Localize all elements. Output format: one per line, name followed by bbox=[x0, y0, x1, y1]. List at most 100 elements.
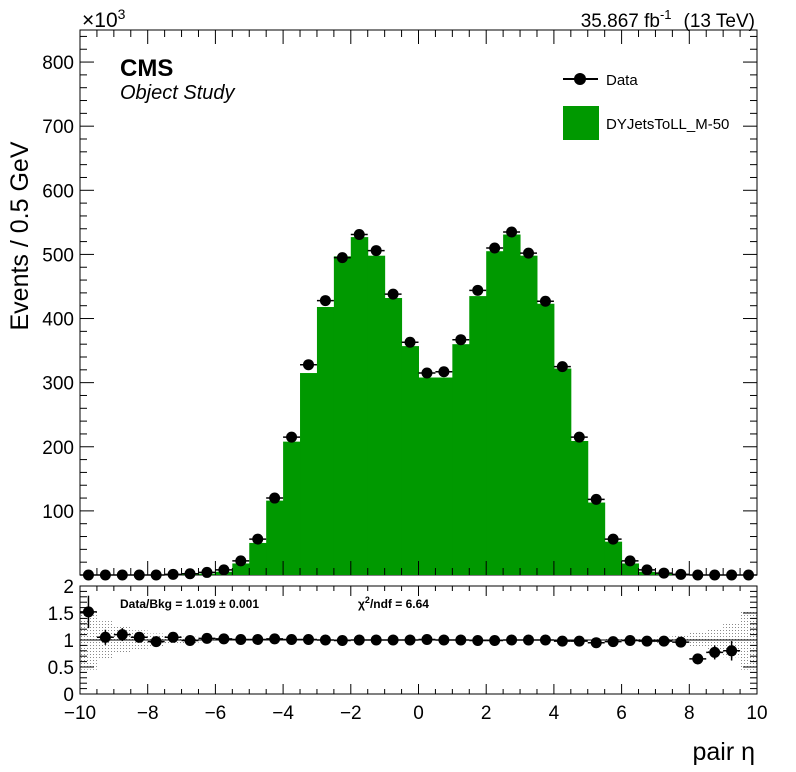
data-point bbox=[336, 252, 348, 264]
data-point bbox=[472, 284, 484, 296]
data-point bbox=[590, 493, 602, 505]
mc-bar bbox=[553, 368, 572, 575]
ratio-y-tick-label: 1.5 bbox=[48, 604, 74, 625]
ratio-point bbox=[353, 634, 365, 646]
ratio-point bbox=[421, 633, 433, 645]
ratio-point bbox=[641, 635, 653, 647]
legend-mc-label: DYJetsToLL_M-50 bbox=[606, 116, 729, 133]
y-exponent-label: ×103 bbox=[82, 6, 126, 32]
ratio-point bbox=[573, 635, 585, 647]
main-axes: 100 200 300 400 500 600 700 800 bbox=[42, 30, 758, 576]
x-tick-label: 0 bbox=[413, 703, 424, 724]
data-point bbox=[319, 295, 331, 307]
lumi-label: 35.867 fb-1 (13 TeV) bbox=[581, 7, 755, 32]
y-tick-label: 500 bbox=[42, 245, 74, 266]
y-tick-label: 200 bbox=[42, 438, 74, 459]
ratio-point bbox=[319, 634, 331, 646]
ratio-y-tick-label: 0.5 bbox=[48, 658, 74, 679]
chi2-label: χ2/ndf = 6.64 bbox=[358, 595, 429, 611]
x-tick-label: 4 bbox=[549, 703, 560, 724]
mc-bar bbox=[570, 440, 589, 575]
data-point bbox=[286, 431, 298, 443]
x-tick-label: 10 bbox=[746, 703, 767, 724]
mc-bar bbox=[469, 296, 487, 575]
cms-label: CMS bbox=[120, 55, 173, 82]
y-tick-label: 800 bbox=[42, 53, 74, 74]
data-point bbox=[116, 569, 128, 581]
main-panel: 100 200 300 400 500 600 700 800 bbox=[42, 29, 758, 581]
y-tick-label: 100 bbox=[42, 502, 74, 523]
ratio-point bbox=[675, 636, 687, 648]
ratio-point bbox=[201, 632, 213, 644]
ratio-point bbox=[726, 645, 738, 657]
data-point bbox=[184, 568, 196, 580]
data-point bbox=[607, 533, 619, 545]
data-point bbox=[201, 566, 213, 578]
mc-bar bbox=[435, 377, 453, 575]
x-tick-label: −8 bbox=[137, 703, 159, 724]
mc-bar bbox=[283, 441, 301, 575]
ratio-point bbox=[438, 634, 450, 646]
ratio-point bbox=[590, 637, 602, 649]
mc-bar bbox=[350, 237, 369, 575]
data-point bbox=[726, 569, 738, 581]
mc-bar bbox=[520, 255, 538, 575]
x-tick-label: −4 bbox=[272, 703, 294, 724]
ratio-point bbox=[252, 633, 264, 645]
mc-bar bbox=[300, 373, 318, 575]
y-tick-label: 400 bbox=[42, 310, 74, 331]
x-tick-label: −10 bbox=[64, 703, 96, 724]
data-point bbox=[675, 568, 687, 580]
data-point bbox=[523, 247, 535, 259]
mc-bar bbox=[333, 256, 352, 575]
ratio-point bbox=[658, 635, 670, 647]
data-point bbox=[99, 569, 111, 581]
data-point bbox=[252, 533, 264, 545]
ratio-point bbox=[709, 646, 721, 658]
y-axis-title: Events / 0.5 GeV bbox=[6, 141, 34, 330]
legend-data-label: Data bbox=[606, 72, 638, 89]
legend: Data DYJetsToLL_M-50 bbox=[563, 72, 729, 140]
data-bkg-ratio-label: Data/Bkg = 1.019 ± 0.001 bbox=[120, 597, 259, 611]
x-tick-label: −6 bbox=[205, 703, 227, 724]
mc-bar bbox=[367, 255, 386, 575]
mc-bar bbox=[249, 542, 267, 575]
ratio-point bbox=[133, 631, 145, 643]
data-point bbox=[269, 492, 281, 504]
data-point bbox=[641, 564, 653, 576]
ratio-point bbox=[99, 631, 111, 643]
data-point bbox=[556, 361, 568, 373]
mc-bar bbox=[401, 346, 419, 575]
ratio-point bbox=[692, 653, 704, 665]
x-tick-label: 8 bbox=[684, 703, 695, 724]
data-point bbox=[438, 366, 450, 378]
ratio-point bbox=[302, 633, 314, 645]
data-point bbox=[387, 288, 399, 300]
ratio-point bbox=[455, 634, 467, 646]
ratio-y-tick-label: 2 bbox=[63, 577, 74, 598]
data-point bbox=[506, 226, 518, 238]
ratio-y-tick-label: 1 bbox=[63, 631, 74, 652]
ratio-point bbox=[116, 629, 128, 641]
data-point bbox=[692, 569, 704, 581]
data-points bbox=[80, 226, 757, 581]
x-tick-label: 2 bbox=[481, 703, 492, 724]
data-point bbox=[404, 336, 416, 348]
y-tick-label: 700 bbox=[42, 117, 74, 138]
ratio-points bbox=[80, 595, 741, 665]
mc-bar bbox=[536, 303, 555, 575]
data-point bbox=[489, 242, 501, 254]
ratio-point bbox=[539, 634, 551, 646]
mc-bar bbox=[266, 500, 284, 575]
mc-bar bbox=[384, 298, 403, 575]
data-point bbox=[709, 569, 721, 581]
data-point bbox=[624, 555, 636, 567]
ratio-point bbox=[506, 634, 518, 646]
ratio-point bbox=[218, 633, 230, 645]
mc-bar bbox=[621, 563, 640, 575]
data-point bbox=[218, 564, 230, 576]
x-tick-label: 6 bbox=[616, 703, 627, 724]
ratio-point bbox=[184, 635, 196, 647]
data-point bbox=[455, 334, 467, 346]
